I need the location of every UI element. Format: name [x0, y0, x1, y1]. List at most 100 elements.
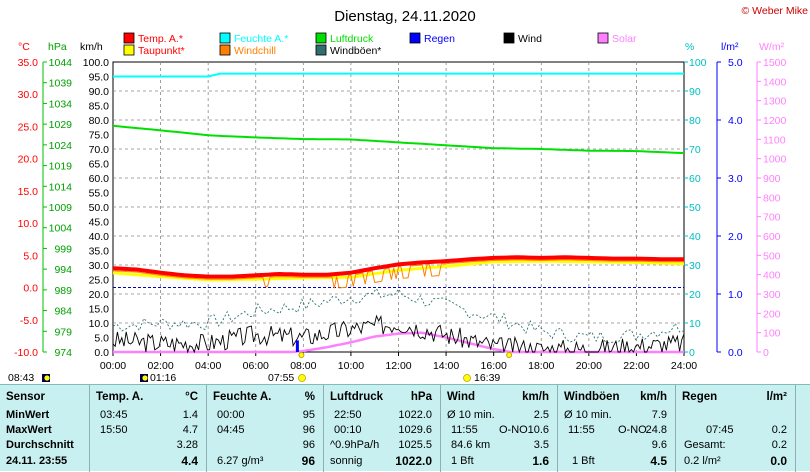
- wind-line: [112, 314, 685, 354]
- chart-grid: [112, 61, 685, 353]
- temp-header: Temp. A.: [96, 391, 144, 403]
- pressure-tick-label: 1024: [49, 140, 73, 152]
- temp-avg-value: 3.28: [176, 439, 198, 451]
- pressure-tick-label: 984: [54, 306, 72, 318]
- gust-avg-value: 9.6: [651, 439, 667, 451]
- x-tick-label: 16:00: [481, 360, 507, 372]
- statistics-table: Sensor MinWert MaxWert Durchschnitt 24.1…: [0, 384, 810, 472]
- moonrise-icon-glyph: [142, 375, 148, 381]
- temp-unit-label: °C: [18, 41, 30, 53]
- temp-current-value: 4.4: [181, 454, 198, 468]
- rain-rate: 0.2 l/m²: [684, 455, 721, 467]
- temp-tick-label: 5.0: [23, 250, 38, 262]
- wind-max-time: 11:55: [451, 424, 478, 436]
- wind-tick-label: 65.0: [89, 159, 110, 171]
- wind-avg-value: 3.5: [533, 439, 549, 451]
- solar-tick-label: 900: [763, 173, 781, 185]
- pressure-tick-label: 989: [54, 285, 72, 297]
- rain-total-label: Gesamt:: [684, 439, 726, 451]
- x-tick-label: 10:00: [338, 360, 364, 372]
- col-sensor: Sensor MinWert MaxWert Durchschnitt 24.1…: [0, 385, 90, 472]
- legend-swatch: [123, 32, 135, 44]
- humidity-tick-label: 80: [689, 115, 701, 127]
- pressure-unit-label: hPa: [48, 41, 67, 53]
- wind-tick-label: 25.0: [89, 275, 110, 287]
- humidity-current-value: 96: [301, 454, 315, 468]
- rain-tick-label: 0.0: [728, 347, 743, 359]
- col-gust: Windböen km/h Ø 10 min. 7.9 11:55 O-NO 24.8 …: [558, 385, 676, 472]
- row-label-current: 24.11. 23:55: [6, 455, 68, 467]
- pressure-min-value: 1022.0: [398, 409, 432, 421]
- wind-avg10-label: Ø 10 min.: [447, 409, 495, 421]
- solar-tick-label: 700: [763, 212, 781, 224]
- row-label-min: MinWert: [6, 409, 50, 421]
- x-tick-label: 08:00: [290, 360, 316, 372]
- humidity-tick-label: 70: [689, 144, 701, 156]
- windchill-line: [112, 259, 684, 289]
- sun-moon-markers: 08:43 01:16 07:55 16:39: [8, 352, 513, 384]
- col-temp: Temp. A. °C 03:45 1.4 15:50 4.7 3.28 4.4: [90, 385, 207, 472]
- temp-tick-label: 15.0: [18, 186, 39, 198]
- pressure-unit: hPa: [410, 391, 432, 403]
- pressure-tick-label: 1044: [49, 57, 73, 69]
- humidity-max-time: 04:45: [217, 424, 245, 436]
- copyright-text: © Weber Mike: [742, 5, 809, 17]
- wind-tick-label: 90.0: [89, 86, 110, 98]
- rain-tick-label: 4.0: [728, 115, 743, 127]
- solar-tick-label: 1000: [763, 154, 787, 166]
- pressure-tick-label: 1039: [49, 78, 73, 90]
- wind-max-value: 10.6: [527, 424, 549, 436]
- pressure-line: [112, 124, 685, 155]
- solar-tick-label: 0: [763, 347, 769, 359]
- x-tick-label: 06:00: [243, 360, 269, 372]
- x-tick-label: 02:00: [147, 360, 173, 372]
- wind-tick-label: 45.0: [89, 217, 110, 229]
- wind-tick-label: 5.0: [94, 333, 109, 345]
- legend-label: Regen: [424, 33, 455, 45]
- temp-tick-label: 0.0: [23, 283, 38, 295]
- legend-label: Windböen*: [330, 45, 381, 57]
- solar-tick-label: 1200: [763, 115, 787, 127]
- x-tick-label: 14:00: [433, 360, 459, 372]
- wind-tick-label: 70.0: [89, 144, 110, 156]
- col-wind: Wind km/h Ø 10 min. 2.5 11:55 O-NO 10.6 84.6…: [441, 385, 558, 472]
- row-label-max: MaxWert: [6, 424, 52, 436]
- humidity-tick-label: 10: [689, 318, 701, 330]
- humidity-tick-label: 100: [689, 57, 707, 69]
- plot-area: [112, 72, 685, 354]
- wind-tick-label: 35.0: [89, 246, 110, 258]
- rain-bar: [295, 340, 299, 352]
- gust-unit: km/h: [640, 391, 667, 403]
- humidity-tick-label: 40: [689, 231, 701, 243]
- sunset-time: 16:39: [474, 372, 500, 384]
- wind-tick-label: 15.0: [89, 304, 110, 316]
- humidity-tick-label: 50: [689, 202, 701, 214]
- solar-tick-label: 600: [763, 231, 781, 243]
- chart-axes: 35.0 30.0 25.0 20.0 15.0 10.0 5.0 0.0 -5.0 -10.0 1…: [14, 57, 786, 372]
- solar-tick-label: 200: [763, 308, 781, 320]
- x-tick-label: 22:00: [623, 360, 649, 372]
- axis-units: °C hPa km/h% l/m² W/m²: [18, 41, 785, 53]
- gust-max-time: 11:55: [568, 424, 595, 436]
- legend-swatch: [219, 32, 231, 44]
- humidity-line: [113, 72, 684, 78]
- pressure-current-value: 1022.0: [395, 454, 432, 468]
- dewpoint-line: [112, 259, 685, 282]
- humidity-tick-label: 90: [689, 86, 701, 98]
- legend-swatch: [503, 32, 515, 44]
- humidity-min-value: 95: [302, 409, 315, 421]
- humidity-tick-label: 60: [689, 173, 701, 185]
- legend-label: Luftdruck: [330, 33, 374, 45]
- temperature-line: [112, 255, 684, 279]
- wind-tick-label: 20.0: [89, 289, 110, 301]
- moonrise-time: 01:16: [150, 372, 176, 384]
- sunset-icon: [463, 374, 471, 382]
- sunrise-time: 07:55: [268, 372, 294, 384]
- wind-tick-label: 40.0: [89, 231, 110, 243]
- pressure-header: Luftdruck: [330, 391, 384, 403]
- solar-unit-label: W/m²: [759, 41, 785, 53]
- humidity-avg-value: 96: [302, 439, 315, 451]
- temp-tick-label: 20.0: [18, 154, 39, 166]
- temp-tick-label: 10.0: [18, 218, 39, 230]
- pressure-tick-label: 1009: [49, 202, 73, 214]
